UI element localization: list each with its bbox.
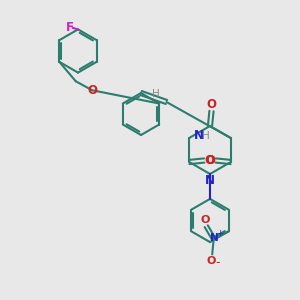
Text: O: O xyxy=(206,98,217,111)
Text: H: H xyxy=(202,130,210,141)
Text: F: F xyxy=(66,21,74,34)
Text: O: O xyxy=(87,84,97,97)
Text: O: O xyxy=(206,256,215,266)
Text: +: + xyxy=(217,229,224,238)
Text: O: O xyxy=(200,214,209,225)
Text: O: O xyxy=(204,154,214,167)
Text: N: N xyxy=(205,174,215,187)
Text: O: O xyxy=(206,154,216,167)
Text: N: N xyxy=(194,129,204,142)
Text: H: H xyxy=(152,89,160,100)
Text: N: N xyxy=(210,233,219,243)
Text: -: - xyxy=(215,256,220,269)
